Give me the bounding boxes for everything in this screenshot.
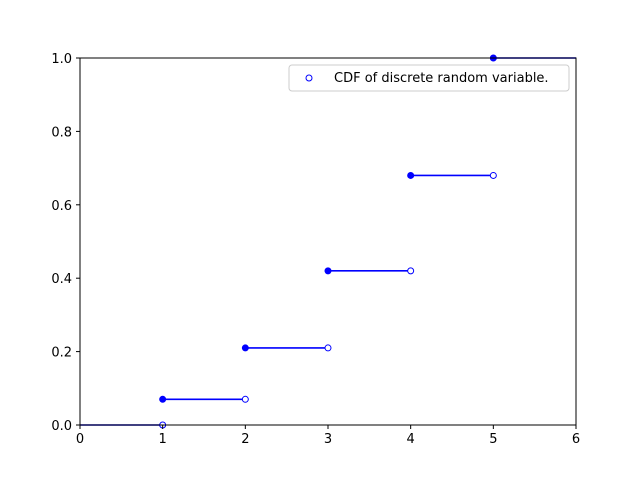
x-tick-label-4: 4 — [407, 432, 415, 447]
y-tick-label-0: 0.0 — [51, 419, 72, 434]
closed-point-2 — [324, 267, 332, 275]
plot-frame — [79, 57, 577, 426]
x-tick-label-5: 5 — [489, 432, 497, 447]
x-tick-label-0: 0 — [76, 432, 84, 447]
y-tick-label-3: 0.6 — [51, 199, 72, 214]
legend: CDF of discrete random variable. — [288, 64, 570, 92]
y-tick-label-1: 0.2 — [51, 346, 72, 361]
closed-point-1 — [241, 344, 249, 352]
y-tick-label-2: 0.4 — [51, 272, 72, 287]
y-tick-label-5: 1.0 — [51, 52, 72, 67]
closed-point-3 — [407, 171, 415, 179]
x-tick-label-6: 6 — [572, 432, 580, 447]
x-tick-label-1: 1 — [159, 432, 167, 447]
legend-marker — [305, 74, 313, 82]
y-tick-label-4: 0.8 — [51, 125, 72, 140]
legend-box — [288, 64, 570, 92]
axis-ticks: 0 1 2 3 4 5 6 0.0 0.2 0.4 0.6 0.8 1.0 — [51, 52, 580, 447]
x-tick-label-2: 2 — [241, 432, 249, 447]
open-point-4 — [489, 171, 497, 179]
open-point-2 — [324, 344, 332, 352]
legend-label: CDF of discrete random variable. — [334, 71, 549, 86]
open-point-1 — [241, 395, 249, 403]
x-tick-label-3: 3 — [324, 432, 332, 447]
open-point-3 — [407, 267, 415, 275]
closed-point-0 — [159, 395, 167, 403]
